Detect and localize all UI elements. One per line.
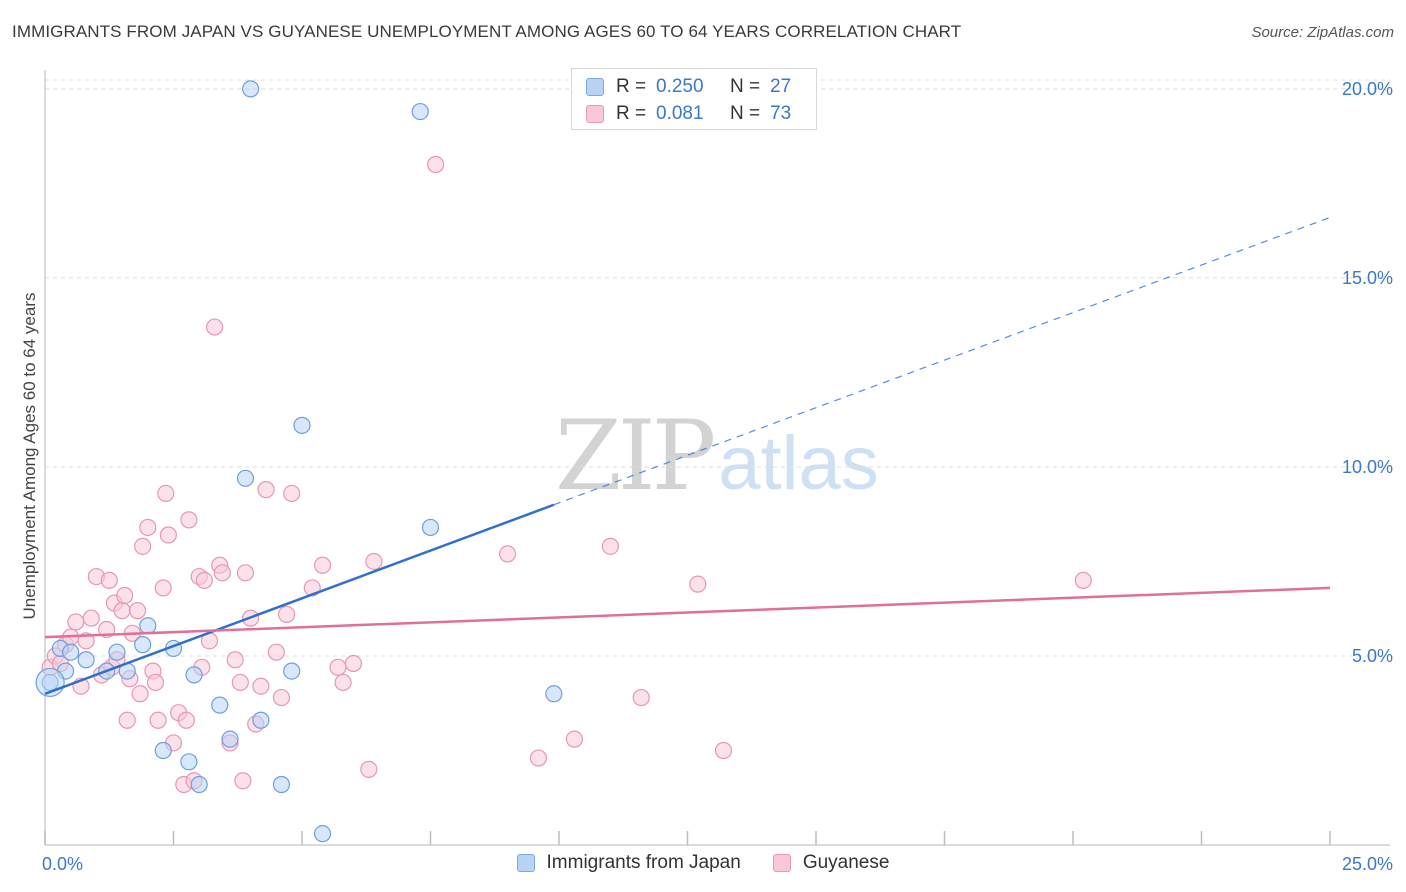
japan-point: [154, 741, 172, 760]
guyanese-point: [234, 772, 252, 790]
guyanese-point: [131, 685, 149, 703]
guyanese-r-label: R =: [616, 103, 647, 124]
legend-label-japan: Immigrants from Japan: [546, 852, 741, 873]
guyanese-point: [134, 537, 152, 555]
series-legend: Immigrants from Japan Guyanese: [0, 852, 1406, 874]
guyanese-point: [180, 511, 198, 529]
guyanese-legend-swatch-icon: [772, 854, 791, 872]
y-tick-label: 20.0%: [1342, 79, 1393, 99]
guyanese-point: [360, 760, 378, 778]
guyanese-point: [213, 564, 231, 582]
guyanese-point: [499, 545, 517, 563]
guyanese-point: [267, 643, 285, 661]
japan-point: [185, 666, 203, 684]
guyanese-point: [427, 155, 445, 174]
stats-legend-row-guyanese: R = 0.081 N = 73: [586, 102, 791, 126]
stats-legend-row-japan: R = 0.250 N = 27: [586, 75, 791, 99]
guyanese-point: [139, 518, 157, 537]
x-tick-label: 0.0%: [42, 854, 83, 874]
guyanese-point: [529, 749, 548, 767]
guyanese-trend-line: [44, 586, 1331, 639]
japan-point: [411, 102, 429, 121]
x-tick-label: 25.0%: [1342, 854, 1393, 874]
japan-n-value: 27: [770, 76, 792, 97]
guyanese-point: [257, 481, 275, 499]
guyanese-point: [113, 602, 131, 620]
japan-point: [272, 775, 291, 794]
guyanese-point: [252, 677, 270, 695]
japan-point: [180, 753, 198, 771]
guyanese-point: [206, 318, 224, 336]
japan-swatch-icon: [586, 78, 604, 96]
guyanese-point: [283, 484, 301, 503]
guyanese-point: [231, 673, 249, 692]
japan-trend-line: [44, 503, 555, 695]
legend-item-guyanese[interactable]: Guyanese: [772, 852, 890, 874]
guyanese-point: [226, 651, 244, 669]
source-label: Source: ZipAtlas.com: [1251, 24, 1394, 41]
guyanese-n-label: N =: [730, 103, 761, 124]
guyanese-point: [272, 688, 291, 707]
japan-point: [293, 416, 311, 434]
guyanese-point: [195, 571, 213, 589]
japan-trend-line-extension: [553, 216, 1331, 506]
guyanese-point: [116, 586, 134, 605]
japan-point: [62, 643, 80, 661]
japan-point: [236, 469, 255, 487]
y-tick-label: 5.0%: [1352, 646, 1393, 666]
japan-point: [190, 775, 208, 794]
guyanese-point: [689, 575, 707, 593]
guyanese-point: [313, 556, 332, 574]
guyanese-point: [100, 571, 118, 589]
guyanese-n-value: 73: [770, 103, 792, 124]
guyanese-point: [177, 711, 195, 729]
guyanese-point: [1074, 571, 1092, 589]
guyanese-point: [601, 537, 620, 555]
japan-point: [108, 643, 126, 661]
guyanese-point: [365, 552, 383, 571]
japan-point: [421, 518, 440, 537]
guyanese-point: [82, 609, 100, 627]
japan-point: [545, 685, 563, 703]
guyanese-point: [714, 741, 733, 760]
japan-n-label: N =: [730, 76, 761, 97]
legend-label-guyanese: Guyanese: [802, 852, 890, 873]
japan-point: [252, 711, 270, 729]
guyanese-point: [118, 711, 136, 729]
japan-point: [77, 651, 95, 669]
guyanese-point: [67, 613, 85, 631]
guyanese-point: [159, 526, 177, 544]
guyanese-point: [632, 688, 650, 707]
japan-r-label: R =: [616, 76, 647, 97]
guyanese-point: [334, 673, 352, 692]
y-tick-label: 10.0%: [1342, 457, 1393, 477]
japan-point: [242, 80, 260, 98]
guyanese-point: [329, 658, 347, 676]
japan-point: [134, 636, 152, 654]
y-tick-label: 15.0%: [1342, 268, 1393, 288]
chart-title: IMMIGRANTS FROM JAPAN VS GUYANESE UNEMPL…: [12, 22, 962, 41]
japan-point: [139, 617, 157, 635]
japan-point: [313, 825, 332, 843]
japan-legend-swatch-icon: [516, 854, 535, 872]
guyanese-point: [277, 605, 296, 623]
guyanese-swatch-icon: [586, 105, 604, 123]
guyanese-point: [157, 484, 175, 503]
guyanese-point: [236, 564, 255, 582]
japan-point: [221, 730, 239, 748]
guyanese-point: [344, 654, 362, 673]
guyanese-point: [154, 579, 172, 597]
guyanese-point: [149, 711, 167, 729]
legend-item-japan[interactable]: Immigrants from Japan: [516, 852, 741, 874]
guyanese-point: [146, 673, 165, 692]
guyanese-r-value: 0.081: [656, 103, 704, 124]
stats-legend: R = 0.250 N = 27 R = 0.081 N = 73: [571, 68, 817, 130]
guyanese-point: [128, 602, 147, 620]
japan-r-value: 0.250: [656, 76, 704, 97]
guyanese-point: [565, 730, 584, 748]
japan-point: [211, 696, 229, 714]
japan-point: [283, 662, 301, 680]
